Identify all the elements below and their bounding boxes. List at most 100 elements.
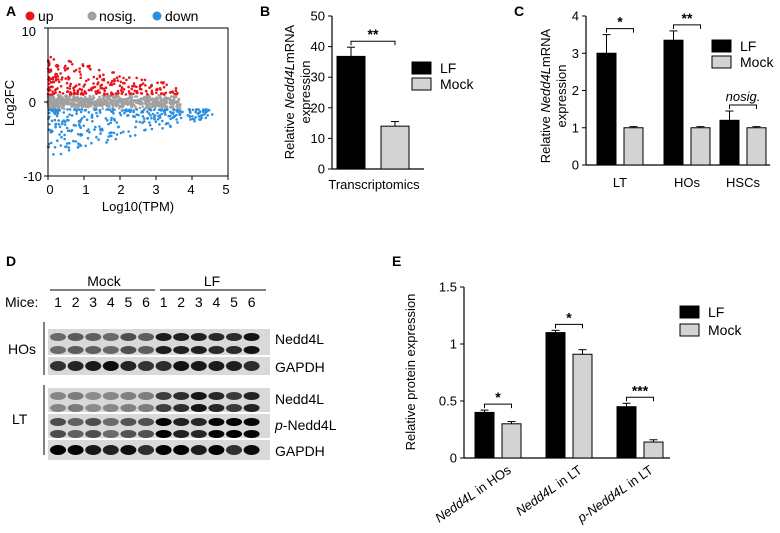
point-down [94,125,97,129]
blot-band [50,346,66,354]
significance-label: * [617,14,623,30]
blot-band [190,404,207,412]
point-down [77,120,81,123]
point-nosig. [177,97,181,101]
blot-band [50,430,66,438]
point-nosig. [104,103,108,106]
point-down [159,109,163,112]
bar-mock [380,125,410,170]
category-label: Nedd4L in LT [513,462,585,519]
point-up [56,64,60,68]
mouse-number: 4 [107,294,115,310]
bar-lf [719,119,740,166]
significance-label: * [566,309,572,325]
point-down [95,135,98,139]
point-down [78,108,81,111]
y-axis-label-line1: Relative Nedd4LmRNA [282,24,297,159]
point-down [48,111,51,115]
point-up [81,63,85,66]
significance-bracket [729,104,757,109]
point-up [55,77,58,81]
point-nosig. [114,103,118,107]
point-down [110,116,113,120]
point-down [154,120,158,123]
category-label: p-Nedd4L in LT [574,462,656,526]
point-nosig. [147,94,151,98]
blot-band [190,445,207,455]
bar-chart-e: 0 0.5 1 1.5 * Nedd4L in HOs * Nedd4L in LT *** p-… [432,280,670,526]
bar-mock [623,127,644,166]
point-nosig. [110,100,114,103]
panel-a-label: A [6,3,16,19]
point-down [189,111,192,114]
point-up [113,79,116,82]
point-down [153,117,156,121]
point-down [125,109,128,113]
point-down [149,114,152,117]
point-down [191,115,194,118]
point-up [144,84,147,87]
point-nosig. [141,102,144,105]
point-up [79,73,82,76]
panel-c-label: C [514,3,524,19]
point-nosig. [148,98,152,102]
point-up [65,81,69,85]
point-down [83,115,86,118]
point-up [58,90,62,94]
point-nosig. [138,103,142,106]
point-nosig. [61,98,65,101]
point-down [148,123,152,127]
point-up [81,93,85,96]
blot-band [120,333,137,341]
blot-band [138,445,154,455]
point-down [169,117,172,121]
point-down [176,121,179,124]
point-down [61,122,64,126]
blot-band [50,404,66,412]
blot-band [102,333,119,341]
point-down [132,114,135,118]
significance-label: * [495,389,501,405]
point-down [54,123,57,126]
point-down [122,130,125,134]
point-down [108,108,112,111]
point-up [114,92,118,95]
point-up [112,71,115,74]
band-label-nedd4l-lt: Nedd4L [275,391,324,407]
blot-band [120,445,137,455]
y-tick-label: 0 [572,158,579,173]
point-nosig. [73,105,77,109]
blot-band [50,333,66,341]
point-down [153,108,156,112]
point-down [206,114,209,117]
point-down [135,108,139,111]
blot-band [243,430,260,438]
blot-band [155,418,172,426]
point-up [118,84,122,87]
point-down [53,118,57,122]
point-up [95,77,99,81]
point-down [79,132,83,136]
point-down [95,108,98,111]
point-up [78,70,81,73]
point-down [57,119,60,122]
point-down [147,112,151,115]
point-up [66,90,70,93]
bar-chart-b: 0 10 20 30 40 50 ** Transcriptomics [311,9,424,192]
point-up [132,82,136,85]
point-down [90,113,94,117]
blot-band [226,361,242,371]
point-up [112,82,116,85]
point-down [119,131,123,135]
point-down [73,108,76,111]
point-down [144,128,147,132]
point-down [90,141,93,145]
blot-band [208,392,225,400]
point-down [67,149,71,152]
mouse-number: 4 [213,294,221,310]
point-up [52,92,56,96]
panel-e: E Relative protein expression 0 0.5 1 1.5 * N… [392,253,742,526]
point-down [152,115,156,118]
point-up [95,90,98,93]
point-up [78,87,82,91]
